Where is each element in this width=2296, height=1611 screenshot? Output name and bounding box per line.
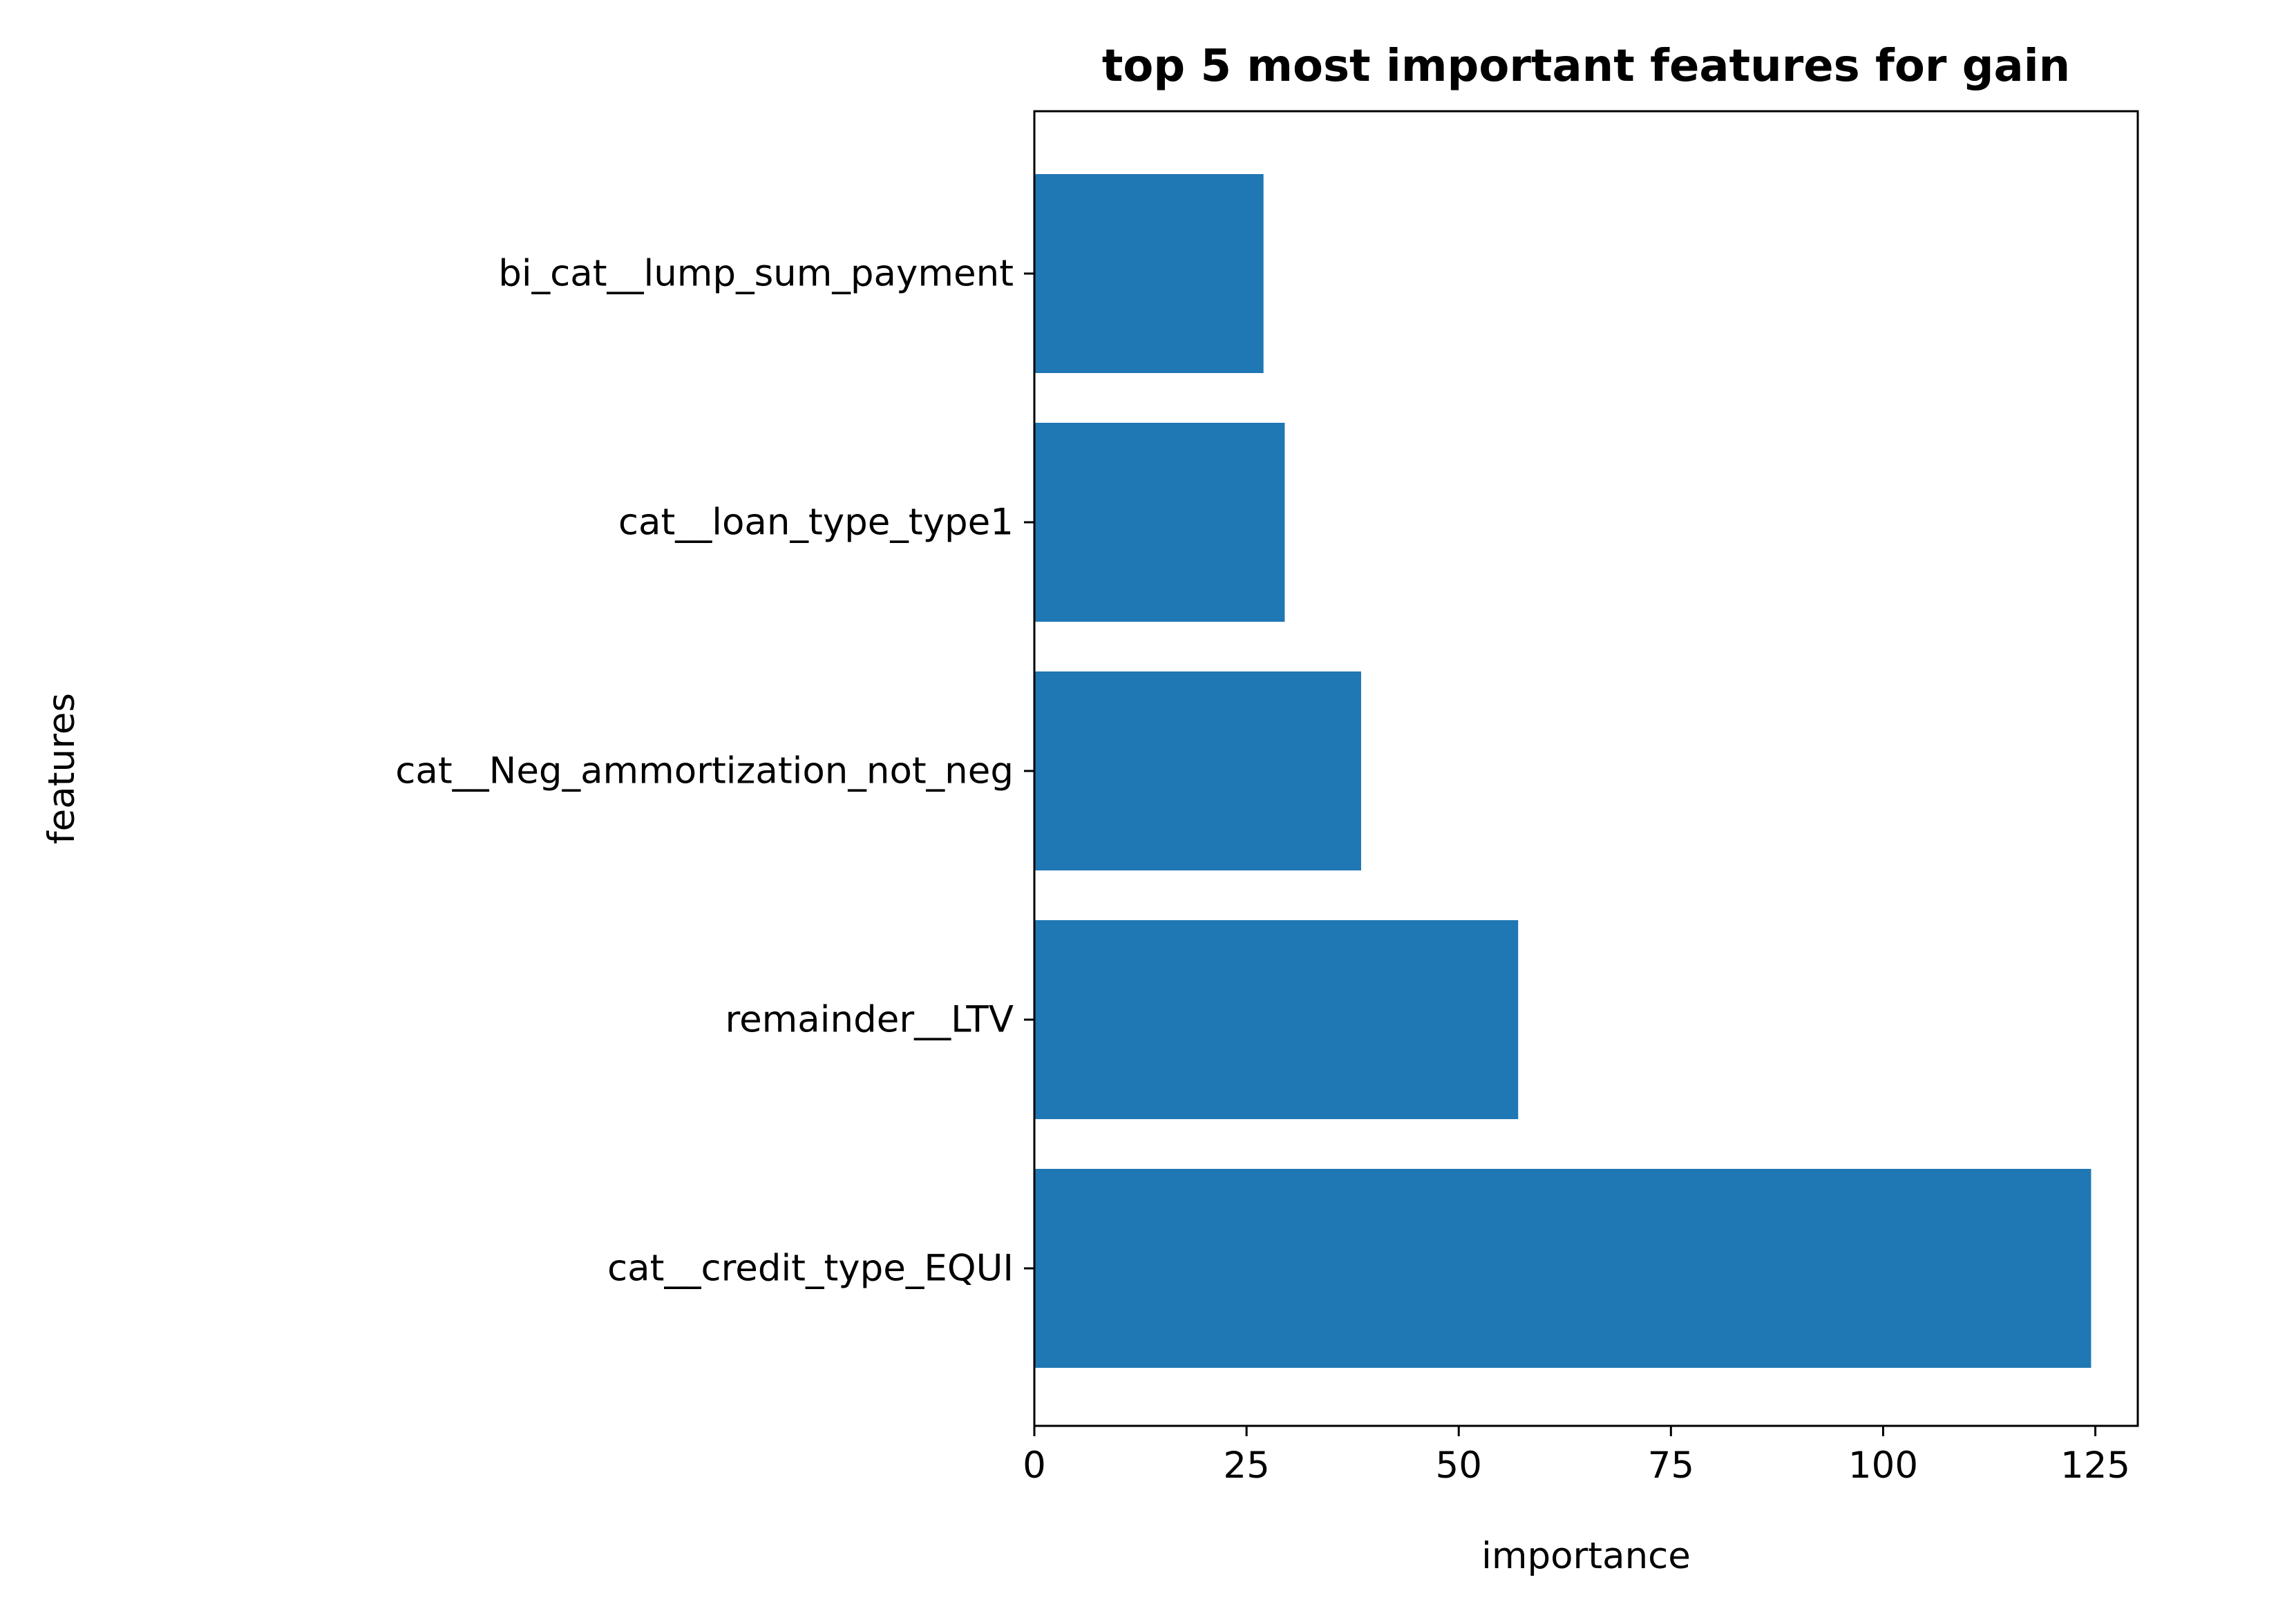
- bar-1: [1034, 174, 1264, 373]
- plot-frame: [1033, 110, 2139, 1427]
- x-tick-label: 0: [1023, 1445, 1046, 1487]
- bars-group: [1034, 174, 2091, 1368]
- x-axis-ticks: 0 25 50 75 100 125: [1023, 1426, 2130, 1487]
- bar-2: [1034, 423, 1285, 622]
- x-axis-label: importance: [1481, 1535, 1691, 1577]
- y-tick-label: bi_cat__lump_sum_payment: [498, 253, 1014, 295]
- y-axis-ticks: bi_cat__lump_sum_payment cat__loan_type_t…: [395, 253, 1034, 1290]
- bar-5: [1034, 1169, 2091, 1368]
- x-tick-label: 100: [1848, 1445, 1918, 1487]
- bar-3: [1034, 671, 1361, 870]
- x-tick-label: 50: [1436, 1445, 1482, 1487]
- y-tick-label: cat__Neg_ammortization_not_neg: [395, 750, 1014, 792]
- y-tick-label: cat__credit_type_EQUI: [607, 1248, 1014, 1290]
- y-axis-label: features: [41, 693, 83, 844]
- bar-4: [1034, 920, 1519, 1119]
- x-tick-label: 75: [1648, 1445, 1694, 1487]
- y-tick-label: cat__loan_type_type1: [618, 502, 1014, 544]
- x-tick-label: 25: [1223, 1445, 1269, 1487]
- x-tick-label: 125: [2060, 1445, 2130, 1487]
- chart-title: top 5 most important features for gain: [1102, 41, 2070, 92]
- y-tick-label: remainder__LTV: [725, 999, 1014, 1041]
